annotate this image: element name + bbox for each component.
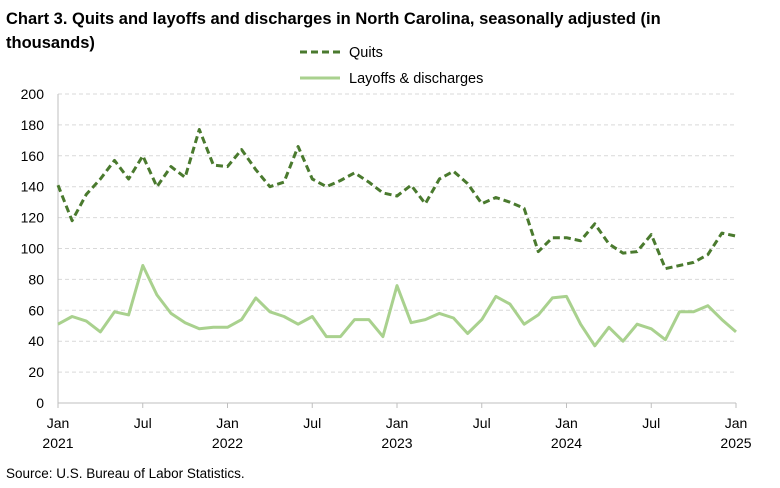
x-tick-label-year: 2022: [212, 435, 243, 451]
series-line-quits: [56, 128, 737, 271]
y-tick-label-0: 0: [36, 395, 44, 411]
x-tick-label-month: Jan: [555, 415, 578, 431]
x-tick-label-month: Jan: [47, 415, 70, 431]
x-tick-label-month: Jul: [134, 415, 152, 431]
legend-label-layoffs-discharges: Layoffs & discharges: [349, 71, 483, 87]
x-tick-label-month: Jan: [386, 415, 409, 431]
x-tick-label-month: Jul: [642, 415, 660, 431]
y-tick-label-120: 120: [21, 210, 45, 226]
x-tick-label-month: Jul: [473, 415, 491, 431]
gridlines: [58, 93, 736, 373]
x-tick-label-year: 2023: [381, 435, 412, 451]
y-tick-label-80: 80: [28, 271, 44, 287]
x-tick-label-year: 2024: [551, 435, 582, 451]
x-tick-label-year: 2025: [720, 435, 751, 451]
x-tick-label-month: Jan: [725, 415, 748, 431]
y-tick-label-160: 160: [21, 148, 45, 164]
y-tick-label-40: 40: [28, 333, 44, 349]
legend-label-quits: Quits: [349, 45, 383, 61]
y-tick-label-140: 140: [21, 179, 45, 195]
y-axis-tick-labels: 0 20 40 60 80 100 120 140 160 180 200: [21, 86, 45, 411]
x-axis-tick-labels: Jan 2021 Jul Jan 2022 Jul Jan 2023 Jul Jan 2024 Jul…: [42, 415, 751, 451]
y-tick-label-200: 200: [21, 86, 45, 102]
y-tick-label-100: 100: [21, 241, 45, 257]
source-note: Source: U.S. Bureau of Labor Statistics.: [6, 466, 245, 481]
x-tick-label-year: 2021: [42, 435, 73, 451]
chart-title: Chart 3. Quits and layoffs and discharge…: [6, 10, 661, 52]
axes: [57, 94, 737, 408]
x-tick-label-month: Jan: [216, 415, 239, 431]
y-tick-label-180: 180: [21, 117, 45, 133]
series-lines: [56, 128, 737, 348]
legend: Quits Layoffs & discharges: [300, 45, 483, 87]
y-tick-label-20: 20: [28, 364, 44, 380]
x-tick-label-month: Jul: [303, 415, 321, 431]
series-line-layoffs-discharges: [57, 264, 737, 348]
y-tick-label-60: 60: [28, 302, 44, 318]
